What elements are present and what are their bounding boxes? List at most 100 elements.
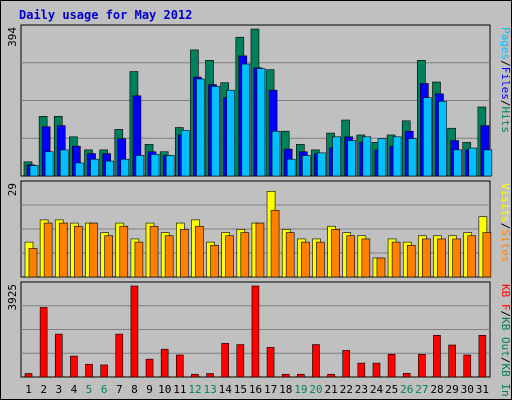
x-tick-label: 31 [476, 383, 489, 396]
x-tick-label: 22 [340, 383, 353, 396]
sites-bar [316, 241, 325, 278]
x-tick-label: 12 [188, 383, 201, 396]
legend-3-part: KB F [499, 284, 512, 311]
legend-3: KB F/KB Out/KB In [499, 284, 512, 397]
legend-2-part: Sites [499, 229, 512, 262]
sites-bar [149, 225, 159, 278]
x-tick-label: 25 [385, 383, 398, 396]
x-tick-label: 26 [400, 383, 413, 396]
sites-bar [240, 232, 250, 278]
x-tick-label: 19 [294, 383, 307, 396]
x-tick-label: 21 [325, 383, 338, 396]
x-tick-label: 1 [25, 383, 32, 396]
kb-f-bar [372, 362, 381, 378]
pages-bar [438, 101, 447, 177]
x-tick-label: 23 [355, 383, 368, 396]
sites-bar [255, 222, 265, 278]
x-tick-label: 3 [56, 383, 63, 396]
legend-1-part: Hits [499, 107, 512, 134]
kb-f-bar [251, 285, 260, 378]
pages-bar [392, 136, 402, 177]
kb-f-bar [191, 373, 199, 378]
sites-bar [376, 257, 386, 278]
sites-bar [331, 229, 340, 278]
kb-f-bar [70, 355, 78, 378]
pages-bar [256, 68, 266, 177]
x-tick-label: 29 [446, 383, 459, 396]
sites-bar [422, 238, 431, 278]
pages-bar [362, 136, 372, 177]
pages-bar [423, 97, 432, 177]
chart-title: Daily usage for May 2012 [19, 8, 193, 22]
pages-bar [468, 147, 478, 177]
sites-bar [134, 241, 144, 278]
sites-bar [437, 238, 446, 278]
kb-f-bar [357, 362, 366, 378]
sites-bar [28, 248, 38, 278]
sites-bar [210, 244, 219, 278]
sites-bar [467, 235, 477, 278]
x-tick-label: 5 [86, 383, 93, 396]
kb-f-bar [115, 333, 124, 378]
legend-3-part: KB In [499, 364, 512, 397]
pages-bar [241, 63, 251, 177]
y-max-label-2: 29 [6, 183, 19, 196]
sites-bar [301, 241, 310, 278]
x-tick-label: 9 [146, 383, 153, 396]
kb-f-bar [39, 307, 48, 378]
kb-f-bar [312, 344, 320, 378]
sites-bar [74, 225, 83, 278]
x-tick-label: 7 [116, 383, 123, 396]
legend-2-part: Visits [499, 183, 512, 223]
kb-f-bar [478, 334, 487, 378]
legend-3-part: KB Out [499, 317, 512, 357]
x-tick-label: 13 [203, 383, 216, 396]
sites-bar [285, 232, 295, 278]
pages-bar [105, 160, 114, 177]
sites-bar [361, 238, 371, 278]
legend-1-part: Files [499, 67, 512, 100]
x-tick-label: 11 [173, 383, 186, 396]
pages-bar [286, 158, 296, 177]
kb-f-bar [160, 348, 169, 378]
pages-bar [29, 165, 39, 177]
sites-bar [346, 235, 356, 278]
legend-1: Pages/Files/Hits [499, 27, 512, 133]
x-tick-label: 10 [158, 383, 171, 396]
x-tick-label: 24 [370, 383, 384, 396]
y-max-label-3: 3925 [6, 284, 19, 311]
sites-bar [406, 244, 416, 278]
x-tick-label: 28 [430, 383, 443, 396]
kb-f-bar [433, 334, 441, 378]
x-tick-label: 6 [101, 383, 108, 396]
kb-f-bar [221, 343, 229, 378]
kb-f-bar [463, 354, 472, 378]
pages-bar [271, 130, 281, 177]
kb-f-bar [206, 373, 214, 378]
kb-f-bar [175, 354, 184, 378]
kb-f-bar [387, 353, 396, 378]
x-tick-label: 14 [219, 383, 233, 396]
legend-3-part: / [499, 311, 512, 318]
sites-bar [482, 232, 492, 278]
pages-bar [347, 140, 357, 177]
pages-bar [226, 89, 235, 177]
kb-f-bar [402, 372, 411, 378]
legend-1-part: Pages [499, 27, 512, 60]
kb-f-bar [85, 363, 93, 378]
sites-bar [43, 222, 53, 278]
pages-bar [196, 78, 205, 177]
legend-1-part: / [499, 60, 512, 67]
sites-bar [179, 229, 189, 278]
sites-bar [164, 235, 174, 278]
pages-bar [75, 162, 84, 177]
sites-bar [89, 222, 98, 278]
legend-1-part: / [499, 100, 512, 107]
x-tick-label: 27 [415, 383, 428, 396]
sites-bar [58, 222, 68, 278]
kb-f-bar [100, 364, 108, 378]
pages-bar [165, 155, 175, 177]
x-tick-label: 2 [40, 383, 47, 396]
x-tick-label: 4 [71, 383, 78, 396]
